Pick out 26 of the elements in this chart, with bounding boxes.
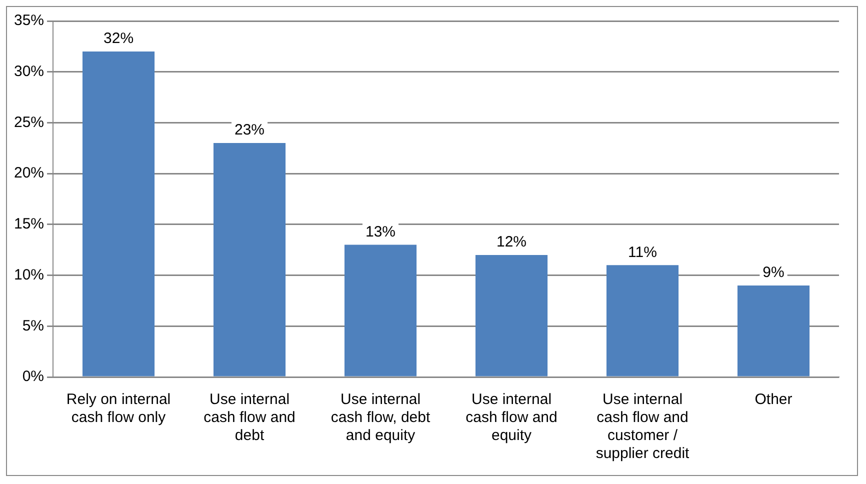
bar — [82, 52, 155, 376]
data-label: 11% — [628, 244, 657, 261]
y-tick-label: 20% — [14, 164, 44, 182]
bar — [606, 265, 679, 376]
x-tick-label: Rely on internal cash flow only — [66, 391, 171, 426]
y-tick-label: 10% — [14, 266, 44, 284]
data-label: 13% — [365, 223, 396, 240]
bar — [344, 244, 417, 376]
bar — [737, 285, 810, 376]
y-tick-label: 35% — [14, 12, 44, 30]
bar — [213, 143, 286, 376]
y-tick-label: 15% — [14, 216, 44, 233]
data-label: 23% — [234, 122, 265, 139]
x-tick-label: Use internal cash flow and equity — [466, 391, 558, 444]
data-label: 32% — [104, 30, 134, 48]
bar — [475, 254, 548, 376]
data-label: 9% — [762, 264, 784, 282]
x-tick-label: Other — [754, 391, 792, 408]
data-label: 12% — [496, 234, 527, 251]
x-tick-label: Use internal cash flow and customer / supplier credit — [596, 391, 690, 462]
y-tick-label: 25% — [14, 114, 44, 131]
y-tick-label: 0% — [22, 368, 44, 386]
x-tick-label: Use internal cash flow and debt — [204, 391, 296, 444]
y-tick-label: 30% — [14, 63, 44, 80]
y-tick-label: 5% — [22, 317, 44, 334]
x-tick-label: Use internal cash flow, debt and equity — [330, 391, 431, 444]
